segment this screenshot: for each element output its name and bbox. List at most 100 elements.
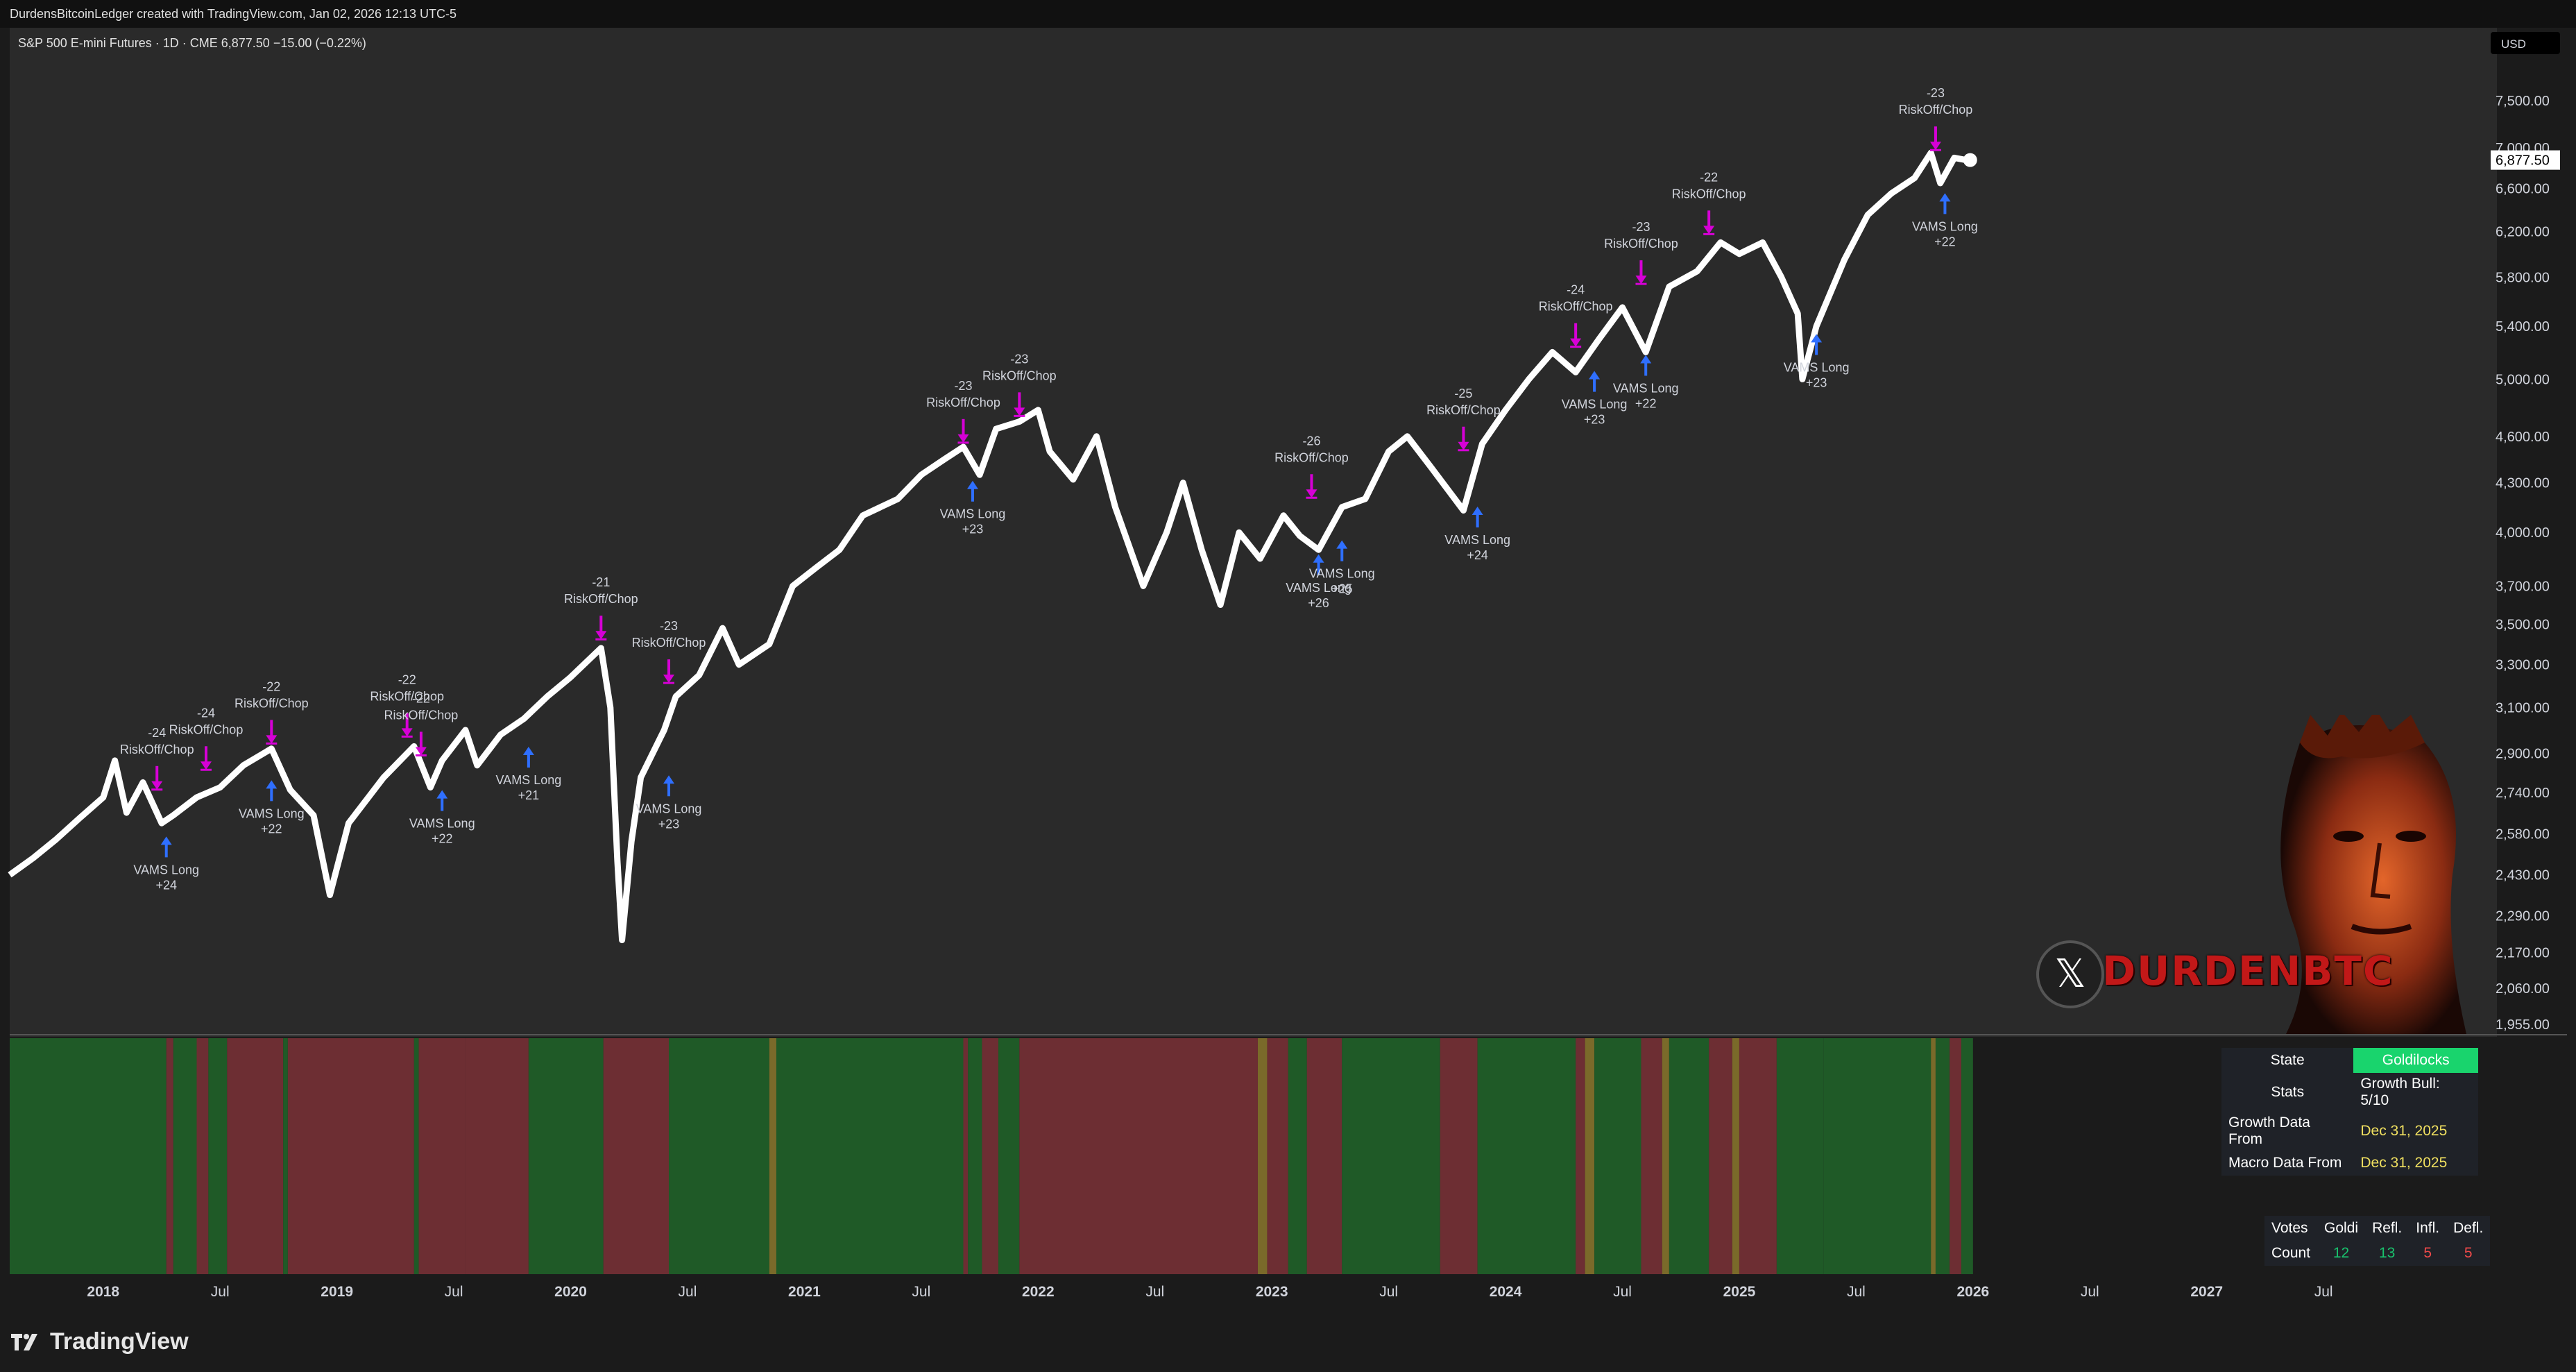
regime-band: [10, 1038, 167, 1274]
signal-arrow-head: [1570, 338, 1582, 347]
signal-arrow-head: [1014, 407, 1025, 416]
regime-band: [769, 1038, 776, 1274]
regime-band: [465, 1038, 529, 1274]
currency-box[interactable]: [2491, 32, 2560, 54]
vams-long-signal: VAMS Long+22: [409, 790, 475, 846]
signal-value: +23: [658, 817, 680, 831]
regime-band: [1267, 1038, 1288, 1274]
signal-label: VAMS Long: [409, 817, 475, 831]
x-tick-label: Jul: [2314, 1284, 2333, 1300]
signal-value: +24: [155, 878, 177, 892]
regime-band: [1669, 1038, 1709, 1274]
regime-band: [1776, 1038, 1824, 1274]
signal-value: -22: [262, 679, 280, 693]
last-price-box: [2491, 150, 2560, 170]
risk-off-signal: -26 RiskOff/Chop: [1274, 434, 1349, 499]
regime-band: [1306, 1038, 1342, 1274]
header-caption: DurdensBitcoinLedger created with Tradin…: [0, 0, 2576, 28]
votes-count-infl: 5: [2423, 1245, 2432, 1261]
signal-arrow-head: [1811, 334, 1823, 343]
risk-off-signal: -23 RiskOff/Chop: [1604, 220, 1678, 285]
signal-arrow-head: [160, 836, 172, 845]
regime-pane: [10, 1038, 1973, 1274]
risk-off-signal: -23 RiskOff/Chop: [926, 379, 1000, 444]
regime-band: [528, 1038, 604, 1274]
signal-value: -21: [592, 575, 610, 589]
x-tick-label: Jul: [445, 1284, 463, 1300]
signal-arrow-head: [1635, 276, 1647, 285]
signal-label: VAMS Long: [1912, 219, 1978, 233]
risk-off-signal: -24 RiskOff/Chop: [1539, 283, 1613, 348]
y-tick-label: 5,400.00: [2496, 319, 2550, 334]
regime-band: [1257, 1038, 1268, 1274]
state-row: State Goldilocks: [2221, 1048, 2478, 1073]
x-tick-label: 2025: [1723, 1284, 1756, 1300]
regime-band: [196, 1038, 209, 1274]
signal-arrow-head: [966, 480, 978, 489]
signal-label: RiskOff/Chop: [632, 636, 706, 650]
regime-band: [1288, 1038, 1307, 1274]
votes-header: Refl.: [2372, 1220, 2403, 1236]
regime-band: [669, 1038, 769, 1274]
risk-off-signal: -23 RiskOff/Chop: [632, 619, 706, 684]
regime-band: [1585, 1038, 1595, 1274]
x-tick-label: 2024: [1490, 1284, 1522, 1300]
signal-value: +22: [1635, 396, 1657, 410]
x-tick-label: 2027: [2190, 1284, 2223, 1300]
vams-long-signal: VAMS Long+22: [1912, 193, 1978, 248]
signal-arrow-head: [1929, 142, 1941, 151]
state-panel: State Goldilocks Stats Growth Bull: 5/10…: [2221, 1048, 2478, 1176]
risk-off-signal: -23 RiskOff/Chop: [982, 352, 1057, 417]
signal-label: RiskOff/Chop: [1899, 103, 1973, 117]
signal-value: -22: [1700, 170, 1718, 184]
signal-value: +24: [1467, 548, 1488, 562]
regime-band: [968, 1038, 982, 1274]
y-tick-label: 3,700.00: [2496, 579, 2550, 594]
x-tick-label: Jul: [1145, 1284, 1164, 1300]
regime-band: [1477, 1038, 1576, 1274]
risk-off-signal: -24 RiskOff/Chop: [120, 726, 194, 791]
signal-arrow-head: [522, 747, 534, 756]
stats-key: Stats: [2271, 1084, 2305, 1100]
macro-data-date: Dec 31, 2025: [2360, 1155, 2448, 1171]
y-tick-label: 3,100.00: [2496, 701, 2550, 716]
votes-count-refl: 13: [2378, 1245, 2396, 1261]
vams-long-signal: VAMS Long+23: [1784, 334, 1850, 389]
y-tick-label: 2,580.00: [2496, 827, 2550, 842]
chart-area[interactable]: 7,500.007,000.006,600.006,200.005,800.00…: [0, 25, 2576, 1316]
regime-band: [1823, 1038, 1931, 1274]
signal-label: VAMS Long: [1784, 360, 1850, 374]
votes-header: Defl.: [2453, 1220, 2484, 1236]
x-axis: 2018 Jul 2019 Jul 2020 Jul 2021 Jul 2022 Jul 2023 J…: [87, 1284, 2332, 1300]
regime-band: [603, 1038, 669, 1274]
signal-label: VAMS Long: [940, 507, 1006, 521]
x-tick-label: 2022: [1022, 1284, 1055, 1300]
signal-arrow-head: [1472, 506, 1483, 515]
regime-band: [1641, 1038, 1662, 1274]
chart-legend: S&P 500 E-mini Futures · 1D · CME 6,877.…: [18, 36, 366, 50]
signal-arrow-head: [663, 675, 675, 684]
regime-band: [1950, 1038, 1962, 1274]
signal-arrow-head: [595, 631, 607, 640]
regime-band: [1594, 1038, 1641, 1274]
regime-band: [166, 1038, 173, 1274]
votes-count-defl: 5: [2464, 1245, 2473, 1261]
signal-arrow-head: [436, 790, 448, 799]
x-tick-label: 2021: [788, 1284, 821, 1300]
signal-value: -24: [148, 726, 166, 740]
signal-arrow-head: [1939, 193, 1951, 202]
price-pane-background: [10, 28, 2497, 1037]
signal-value: -23: [954, 379, 972, 393]
votes-count-row: Count 12 13 5 5: [2264, 1241, 2490, 1266]
y-tick-label: 4,600.00: [2496, 430, 2550, 445]
regime-band: [1732, 1038, 1739, 1274]
tradingview-brand[interactable]: TradingView: [11, 1324, 189, 1359]
regime-band: [776, 1038, 964, 1274]
signal-arrow-head: [1336, 540, 1348, 549]
signal-label: RiskOff/Chop: [1274, 450, 1349, 464]
state-key: State: [2270, 1052, 2305, 1068]
votes-header-row: Votes Goldi Refl. Infl. Defl.: [2264, 1216, 2490, 1241]
